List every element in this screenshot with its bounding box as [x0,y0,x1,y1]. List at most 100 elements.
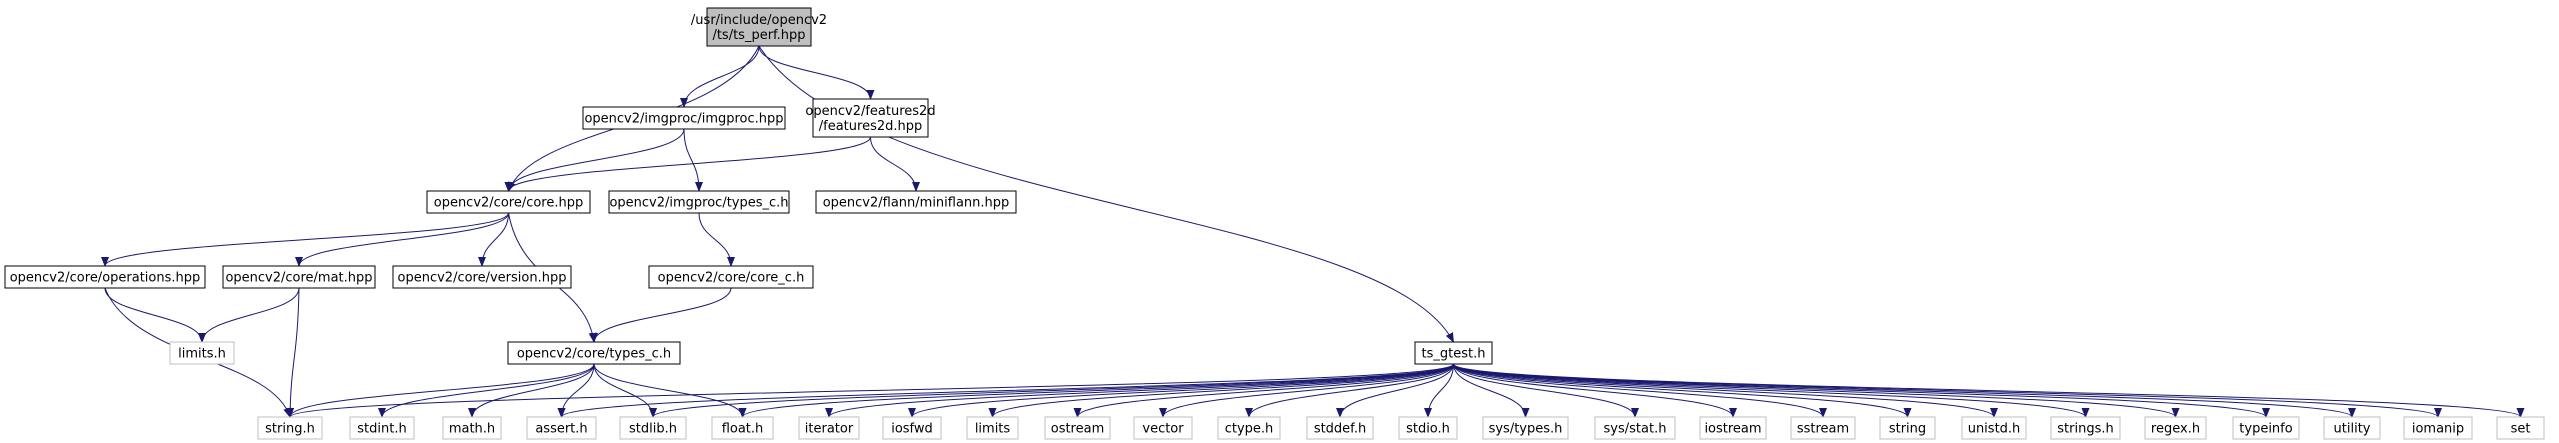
edge-features2d-to-core [504,136,871,192]
node-float_h[interactable]: float.h [711,416,774,440]
edge-core_types_c-to-float_h [593,363,747,418]
edge-ts_gtest-to-strings_h [1453,363,2090,418]
node-box [798,416,860,440]
node-imgproc_types_c[interactable]: opencv2/imgproc/types_c.h [608,190,790,214]
node-box [507,341,681,365]
node-box [1306,416,1374,440]
node-label: ts_gtest.h [1422,347,1486,362]
edge-ts_gtest-to-sys_types_h [1453,363,1530,418]
edge-ts_gtest-to-ctype_h [1245,363,1454,418]
node-version[interactable]: opencv2/core/version.hpp [392,265,572,289]
node-box [1790,416,1856,440]
node-string_h[interactable]: string.h [257,416,323,440]
node-box [442,416,502,440]
node-assert_h[interactable]: assert.h [526,416,597,440]
node-label: stdio.h [1406,422,1450,437]
node-label: stdint.h [357,422,406,437]
node-label: iostream [1704,422,1761,437]
node-sys_stat_h[interactable]: sys/stat.h [1594,416,1676,440]
node-label: opencv2/features2d [805,104,935,119]
node-box [1482,416,1569,440]
node-label: opencv2/core/core_c.h [658,271,805,286]
node-limits[interactable]: limits [966,416,1019,440]
node-root[interactable]: /usr/include/opencv2/ts/ts_perf.hpp [691,7,827,47]
node-vector[interactable]: vector [1133,416,1193,440]
edge-core_types_c-to-stdint_h [378,363,595,418]
node-unistd_h[interactable]: unistd.h [1961,416,2027,440]
node-stdint_h[interactable]: stdint.h [349,416,415,440]
node-box [1133,416,1193,440]
node-box [1398,416,1458,440]
node-box [2232,416,2300,440]
node-box [2403,416,2473,440]
node-stdlib_h[interactable]: stdlib.h [619,416,687,440]
node-box [4,265,206,289]
edge-ts_gtest-to-float_h [738,363,1454,418]
edge-ts_gtest-to-stddef_h [1336,363,1454,418]
edge-mat-to-limits_h [198,287,300,343]
node-label: regex.h [2151,422,2200,437]
node-utility[interactable]: utility [2323,416,2381,440]
edge-ts_gtest-to-string_h [286,363,1454,418]
edge-core_types_c-to-string_h [286,363,595,418]
node-strings_h[interactable]: strings.h [2050,416,2121,440]
edge-root-to-imgproc [680,45,760,108]
node-box [349,416,415,440]
edge-core_types_c-to-math_h [468,363,595,418]
node-math_h[interactable]: math.h [442,416,502,440]
node-string[interactable]: string [1879,416,1936,440]
node-stddef_h[interactable]: stddef.h [1306,416,1374,440]
edge-ts_gtest-to-iostream [1453,363,1737,418]
edge-imgproc_types_c-to-core_c [698,212,735,267]
node-core_types_c[interactable]: opencv2/core/types_c.h [507,341,681,365]
node-label: sys/types.h [1489,422,1563,437]
edge-ts_gtest-to-regex_h [1453,363,2180,418]
edge-features2d-to-miniflann [870,136,920,192]
edge-core-to-operations [101,212,509,267]
node-label: iterator [805,422,854,437]
node-label: iosfwd [891,422,933,437]
node-ts_gtest[interactable]: ts_gtest.h [1414,341,1493,365]
edge-operations-to-limits_h [104,287,206,343]
node-box [1594,416,1676,440]
node-label: sstream [1797,422,1849,437]
node-box [426,190,591,214]
node-iterator[interactable]: iterator [798,416,860,440]
node-box [2144,416,2207,440]
node-label: strings.h [2057,422,2113,437]
edges-layer [101,45,2525,418]
node-limits_h[interactable]: limits.h [169,341,235,365]
node-iosfwd[interactable]: iosfwd [882,416,942,440]
node-ctype_h[interactable]: ctype.h [1217,416,1281,440]
node-label: sys/stat.h [1604,422,1667,437]
node-label: utility [2334,422,2371,437]
node-box [1879,416,1936,440]
node-features2d[interactable]: opencv2/features2d/features2d.hpp [805,98,936,138]
node-typeinfo[interactable]: typeinfo [2232,416,2300,440]
node-label: opencv2/flann/miniflann.hpp [823,196,1010,211]
node-miniflann[interactable]: opencv2/flann/miniflann.hpp [815,190,1017,214]
node-operations[interactable]: opencv2/core/operations.hpp [4,265,206,289]
node-ostream[interactable]: ostream [1044,416,1111,440]
node-label: ostream [1051,422,1105,437]
node-regex_h[interactable]: regex.h [2144,416,2207,440]
node-sstream[interactable]: sstream [1790,416,1856,440]
node-iostream[interactable]: iostream [1699,416,1767,440]
node-set[interactable]: set [2496,416,2545,440]
edge-ts_gtest-to-set [1453,363,2525,418]
node-core_c[interactable]: opencv2/core/core_c.h [648,265,814,289]
node-label: unistd.h [1968,422,2021,437]
node-label: opencv2/core/mat.hpp [225,271,372,286]
edge-ts_gtest-to-sstream [1453,363,1827,418]
node-mat[interactable]: opencv2/core/mat.hpp [222,265,376,289]
node-sys_types_h[interactable]: sys/types.h [1482,416,1569,440]
node-iomanip[interactable]: iomanip [2403,416,2473,440]
node-stdio_h[interactable]: stdio.h [1398,416,1458,440]
node-core[interactable]: opencv2/core/core.hpp [426,190,591,214]
edge-core-to-version [478,212,509,267]
edge-core-to-mat [295,212,509,267]
node-box [966,416,1019,440]
node-imgproc[interactable]: opencv2/imgproc/imgproc.hpp [582,106,786,130]
node-box [1217,416,1281,440]
edge-ts_gtest-to-iomanip [1453,363,2442,418]
